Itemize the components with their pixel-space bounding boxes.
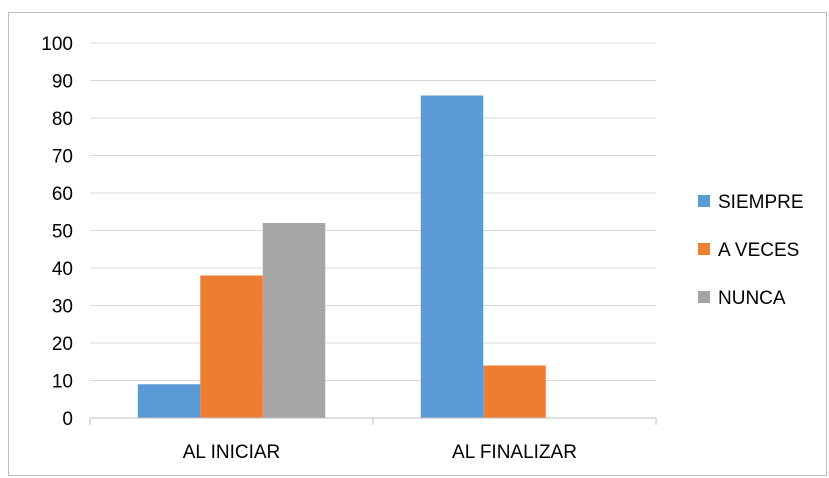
legend-label: SIEMPRE [718,192,804,213]
x-category-label: AL FINALIZAR [452,442,577,463]
y-tick-label: 100 [41,34,73,55]
bar-a-veces [483,365,546,418]
y-tick-label: 90 [52,72,73,93]
gridlines [90,42,656,381]
y-tick-label: 60 [52,184,73,205]
y-tick-label: 10 [52,372,73,393]
y-tick-label: 40 [52,259,73,280]
x-category-label: AL INICIAR [183,442,281,463]
legend-swatch [698,243,710,255]
axes: 0 10 20 30 40 50 60 70 80 90 100 AL INICIAR AL FINAL… [41,34,657,463]
legend-swatch [698,291,710,303]
bar-siempre [137,384,201,418]
bar-siempre [420,95,484,418]
legend-swatch [698,195,710,207]
y-tick-label: 50 [52,222,73,243]
y-tick-label: 0 [62,409,73,430]
bars [137,95,546,418]
bar-nunca [262,223,326,418]
legend: SIEMPRE A VECES NUNCA [698,192,804,309]
y-tick-label: 30 [52,297,73,318]
legend-label: NUNCA [718,288,786,309]
y-tick-label: 70 [52,147,73,168]
legend-label: A VECES [718,240,799,261]
y-tick-label: 20 [52,334,73,355]
bar-a-veces [200,275,263,418]
y-tick-label: 80 [52,109,73,130]
